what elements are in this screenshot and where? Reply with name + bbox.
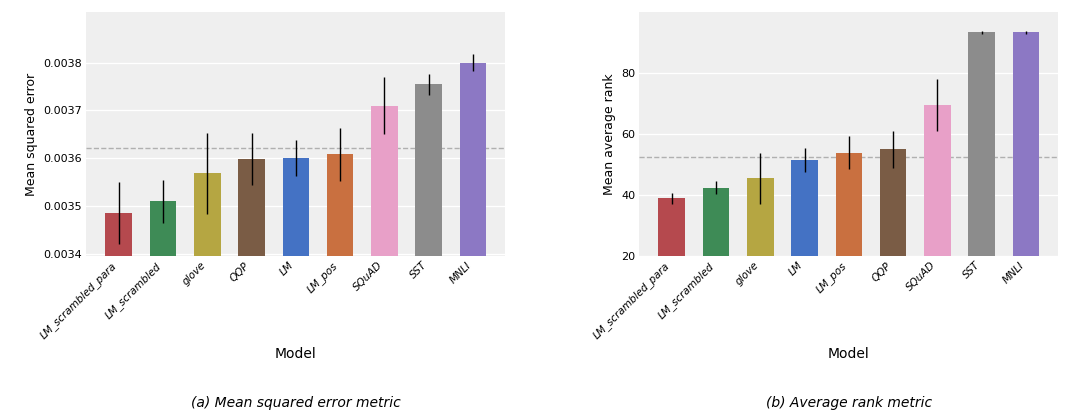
- Bar: [1013, 32, 1039, 317]
- Text: (a) Mean squared error metric: (a) Mean squared error metric: [191, 396, 401, 411]
- Bar: [327, 154, 353, 413]
- Bar: [106, 213, 132, 413]
- Bar: [969, 32, 995, 317]
- Y-axis label: Mean average rank: Mean average rank: [603, 74, 616, 195]
- X-axis label: Model: Model: [275, 347, 316, 361]
- Y-axis label: Mean squared error: Mean squared error: [25, 73, 38, 196]
- Bar: [880, 150, 906, 317]
- Bar: [150, 201, 176, 413]
- Bar: [416, 84, 442, 413]
- Bar: [747, 178, 773, 317]
- Bar: [703, 188, 729, 317]
- Bar: [239, 159, 265, 413]
- Bar: [792, 160, 818, 317]
- Bar: [924, 105, 950, 317]
- Bar: [194, 173, 220, 413]
- Bar: [283, 158, 309, 413]
- Bar: [372, 106, 397, 413]
- X-axis label: Model: Model: [828, 347, 869, 361]
- Bar: [460, 62, 486, 413]
- Text: (b) Average rank metric: (b) Average rank metric: [766, 396, 932, 411]
- Bar: [836, 152, 862, 317]
- Bar: [659, 198, 685, 317]
